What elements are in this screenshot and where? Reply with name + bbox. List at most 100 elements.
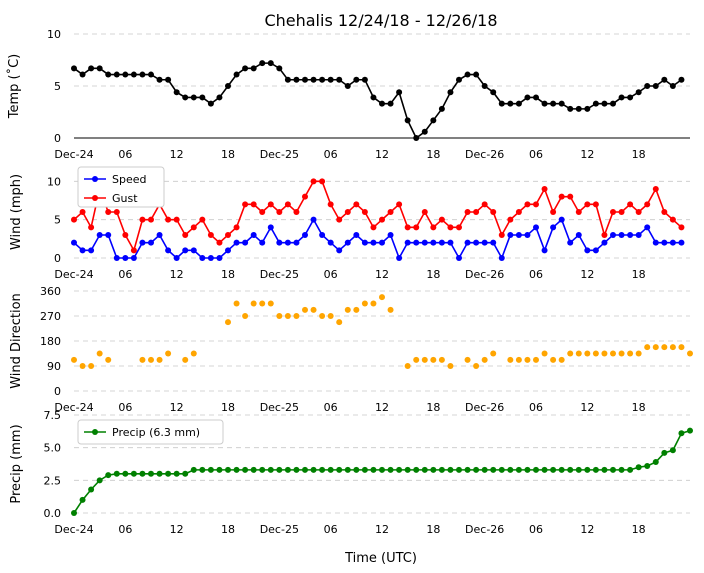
- data-point: [575, 209, 582, 215]
- data-point: [541, 247, 548, 254]
- data-point: [370, 239, 377, 246]
- data-point: [490, 209, 497, 215]
- data-point: [524, 94, 531, 101]
- series-line: [73, 180, 682, 253]
- data-point: [353, 76, 360, 83]
- legend-marker: [92, 429, 98, 435]
- data-point: [284, 239, 291, 246]
- data-point: [575, 232, 582, 238]
- data-point: [302, 466, 308, 473]
- data-point: [216, 255, 223, 261]
- data-point: [618, 350, 625, 357]
- x-tick-label: 06: [324, 401, 338, 414]
- data-point: [447, 466, 454, 473]
- data-point: [242, 201, 249, 208]
- data-point: [558, 216, 565, 223]
- data-point: [71, 239, 77, 246]
- x-tick-label: 12: [170, 148, 184, 161]
- data-point: [302, 232, 308, 238]
- data-point: [79, 247, 86, 254]
- data-point: [156, 76, 163, 83]
- x-tick-label: 06: [324, 148, 338, 161]
- data-point: [550, 100, 557, 107]
- data-point: [190, 350, 197, 357]
- x-tick-label: 12: [580, 268, 594, 281]
- x-tick-label: Dec-24: [54, 523, 93, 536]
- data-point: [490, 239, 497, 246]
- x-tick-label: 06: [529, 148, 543, 161]
- data-point: [130, 247, 137, 254]
- data-point: [524, 201, 531, 208]
- data-point: [250, 300, 257, 307]
- x-tick-label: 18: [632, 148, 646, 161]
- data-point: [610, 100, 616, 107]
- data-point: [567, 105, 574, 112]
- x-tick-label: 06: [529, 268, 543, 281]
- y-axis-label: Precip (mm): [9, 424, 24, 503]
- data-point: [379, 216, 385, 223]
- data-point: [687, 427, 693, 434]
- x-tick-label: 12: [375, 523, 389, 536]
- data-point: [96, 65, 103, 72]
- data-point: [669, 344, 676, 351]
- data-point: [413, 466, 420, 473]
- data-point: [438, 216, 445, 223]
- y-tick-label: 0: [54, 385, 61, 398]
- data-point: [233, 300, 240, 307]
- data-point: [336, 247, 343, 254]
- data-point: [652, 239, 659, 246]
- data-point: [199, 466, 206, 473]
- x-tick-label: Dec-25: [260, 401, 299, 414]
- data-point: [276, 65, 283, 72]
- data-point: [601, 232, 608, 238]
- data-point: [336, 466, 343, 473]
- data-point: [293, 313, 300, 319]
- y-tick-label: 5: [54, 214, 61, 227]
- data-point: [575, 466, 582, 473]
- series-gust: [71, 178, 685, 254]
- data-point: [276, 239, 283, 246]
- data-point: [627, 466, 634, 473]
- data-point: [550, 209, 557, 215]
- data-point: [541, 350, 548, 357]
- data-point: [661, 239, 668, 246]
- data-point: [327, 466, 334, 473]
- data-point: [319, 313, 326, 319]
- data-point: [310, 76, 317, 83]
- series-line: [73, 218, 682, 260]
- data-point: [404, 363, 411, 369]
- data-point: [353, 466, 360, 473]
- data-point: [481, 201, 488, 208]
- data-point: [533, 224, 539, 231]
- data-point: [284, 201, 291, 208]
- legend: Speed Gust: [77, 166, 165, 208]
- data-point: [387, 306, 394, 313]
- data-point: [644, 224, 651, 231]
- data-point: [71, 510, 77, 516]
- data-point: [575, 105, 582, 112]
- data-point: [456, 255, 462, 261]
- legend-box: [77, 166, 165, 208]
- data-point: [293, 466, 300, 473]
- data-point: [190, 94, 197, 101]
- series-3: [71, 294, 693, 369]
- data-point: [601, 466, 608, 473]
- data-point: [481, 356, 488, 363]
- x-tick-label: Dec-26: [465, 401, 504, 414]
- data-point: [533, 466, 539, 473]
- data-point: [379, 239, 385, 246]
- data-point: [190, 247, 197, 254]
- data-point: [618, 232, 625, 238]
- x-tick-label: Dec-25: [260, 148, 299, 161]
- x-tick-label: 18: [426, 523, 440, 536]
- legend-marker: [92, 195, 98, 201]
- data-point: [567, 193, 574, 200]
- data-point: [678, 224, 685, 231]
- data-point: [584, 466, 591, 473]
- data-point: [310, 466, 317, 473]
- x-tick-label: 18: [632, 268, 646, 281]
- data-point: [71, 65, 77, 72]
- data-point: [105, 71, 112, 78]
- x-tick-label: 12: [375, 148, 389, 161]
- data-point: [515, 466, 522, 473]
